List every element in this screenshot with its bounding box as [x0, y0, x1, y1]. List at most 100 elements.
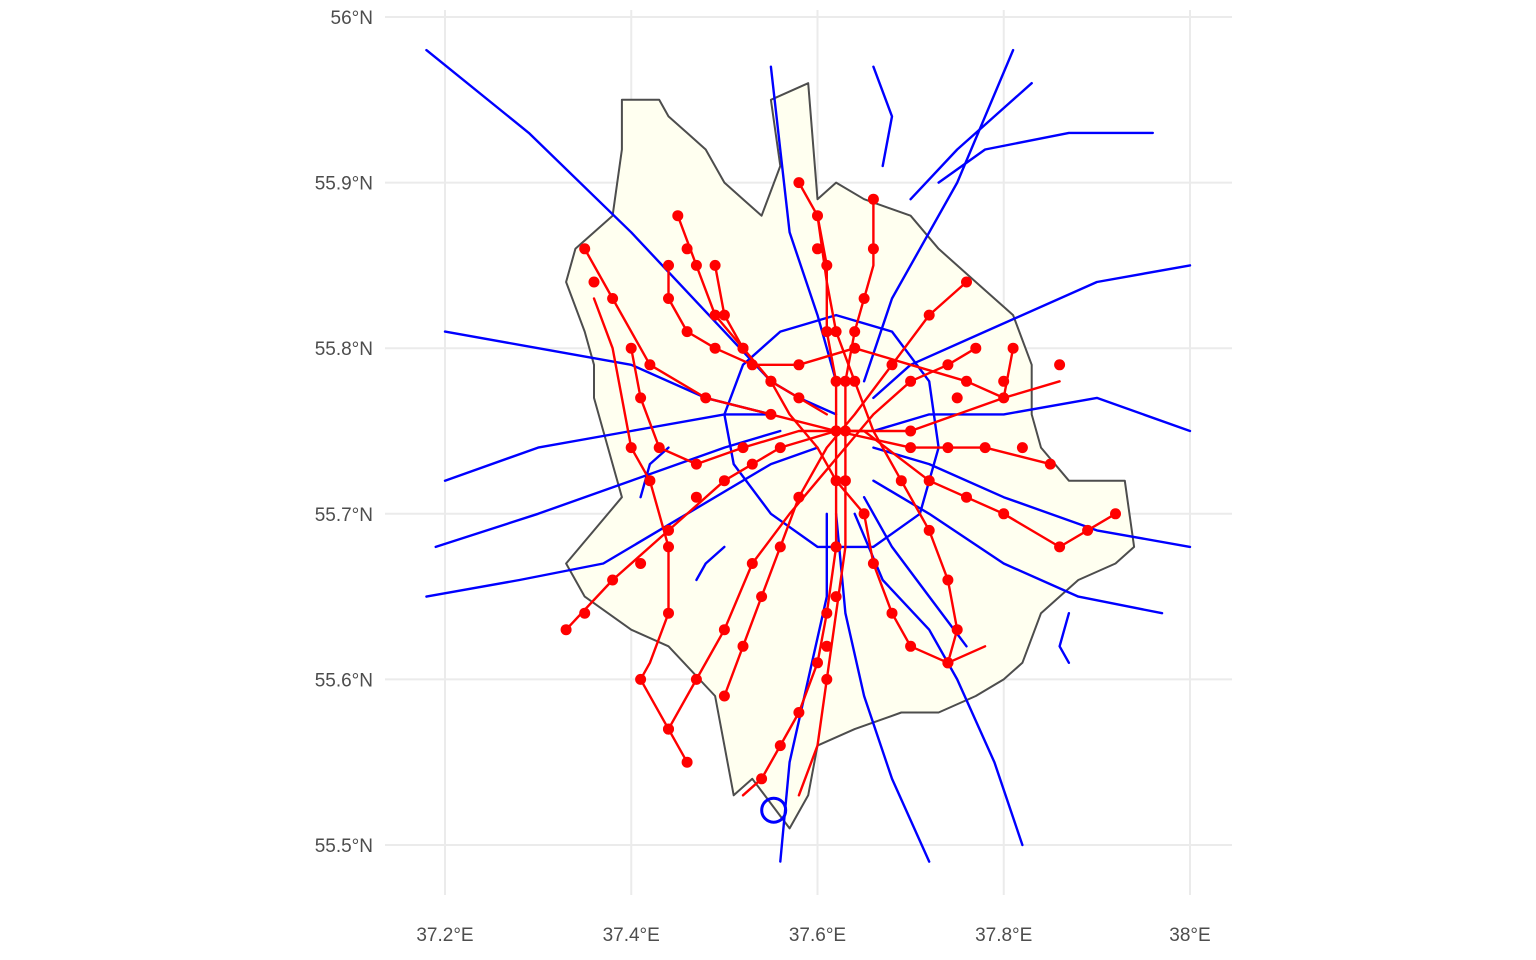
metro-station	[774, 541, 786, 553]
rail-line	[853, 512, 1024, 847]
metro-station	[830, 375, 842, 387]
rail-line	[834, 512, 931, 863]
metro-station	[663, 607, 674, 619]
metro-station	[1007, 342, 1019, 354]
metro-station	[765, 408, 777, 420]
metro-station	[793, 359, 805, 371]
y-tick-label: 55.5°N	[315, 836, 373, 857]
metro-station	[579, 243, 591, 255]
metro-station	[709, 259, 721, 271]
x-tick-label: 37.8°E	[975, 925, 1032, 946]
rail-line	[443, 413, 773, 482]
metro-station	[839, 475, 851, 487]
metro-station	[690, 673, 702, 685]
metro-station	[979, 442, 991, 454]
metro-station	[812, 210, 823, 222]
metro-station	[905, 425, 917, 437]
metro-station	[923, 524, 935, 536]
rail-line	[434, 429, 782, 549]
metro-station	[746, 359, 758, 371]
metro-station	[867, 193, 879, 205]
metro-station	[793, 707, 805, 718]
metro-station	[867, 558, 879, 569]
metro-station	[1054, 541, 1066, 553]
metro-station	[998, 508, 1010, 520]
metro-station	[663, 259, 674, 271]
metro-station	[607, 574, 619, 586]
metro-station	[625, 442, 637, 454]
metro-station	[607, 293, 619, 304]
metro-station	[718, 309, 730, 321]
metro-station	[690, 259, 702, 271]
metro-station	[886, 359, 898, 371]
metro-station	[905, 442, 917, 454]
metro-station	[858, 508, 870, 520]
metro-line	[630, 347, 1117, 549]
metro-station	[588, 276, 600, 288]
rail-line	[695, 545, 726, 582]
metro-station	[923, 475, 935, 487]
metro-station	[681, 326, 693, 338]
rail-line	[639, 446, 670, 499]
metro-station	[746, 458, 758, 470]
metro-station	[560, 624, 572, 636]
y-tick-label: 56°N	[331, 8, 373, 29]
metro-station	[821, 326, 833, 338]
x-axis-ticks: 37.2°E 37.4°E 37.6°E 37.8°E 38°E	[416, 925, 1210, 946]
rail-line	[425, 446, 819, 598]
rail-loop-layer	[760, 796, 788, 824]
metro-station	[942, 359, 954, 371]
metro-station	[644, 359, 656, 371]
metro-station	[765, 375, 777, 387]
metro-station	[849, 342, 861, 354]
metro-station	[830, 425, 842, 437]
metro-station	[886, 607, 898, 619]
metro-station	[998, 375, 1010, 387]
metro-station	[709, 342, 721, 354]
metro-station	[839, 375, 851, 387]
x-tick-label: 37.4°E	[603, 925, 660, 946]
metro-station	[821, 259, 833, 271]
metro-station	[839, 425, 851, 437]
metro-station	[942, 442, 954, 454]
metro-station	[690, 458, 702, 470]
metro-station	[737, 640, 749, 652]
metro-station	[942, 574, 954, 586]
y-tick-label: 55.9°N	[315, 174, 373, 195]
metro-station	[812, 657, 823, 669]
metro-station	[970, 342, 982, 354]
metro-station	[1054, 359, 1066, 371]
metro-station	[737, 342, 749, 354]
metro-station	[905, 640, 917, 652]
metro-station	[756, 591, 768, 603]
metro-station	[681, 756, 693, 768]
metro-station	[961, 375, 972, 387]
rail-line	[872, 65, 894, 168]
metro-station	[709, 309, 721, 321]
y-axis-ticks: 56°N 55.9°N 55.8°N 55.7°N 55.6°N 55.5°N	[315, 8, 373, 857]
rail-line	[862, 496, 968, 648]
metro-station	[793, 177, 805, 189]
metro-station	[830, 475, 842, 487]
metro-station	[998, 392, 1010, 404]
metro-station	[961, 491, 972, 503]
metro-line	[723, 280, 968, 698]
metro-station	[663, 293, 674, 304]
metro-station	[690, 491, 702, 503]
metro-station	[663, 524, 674, 536]
rail-lines-layer	[425, 48, 1192, 863]
metro-station	[663, 541, 674, 553]
rail-line	[872, 479, 1164, 615]
rail-line	[872, 446, 1192, 549]
metro-station	[653, 442, 665, 454]
metro-station	[961, 276, 972, 288]
metro-stations-layer	[560, 177, 1121, 785]
metro-line	[667, 347, 977, 731]
x-tick-label: 37.6°E	[789, 925, 846, 946]
rail-line	[862, 48, 1015, 383]
metro-station	[849, 326, 861, 338]
metro-station	[1016, 442, 1028, 454]
x-tick-label: 38°E	[1169, 925, 1210, 946]
metro-station	[672, 210, 684, 222]
